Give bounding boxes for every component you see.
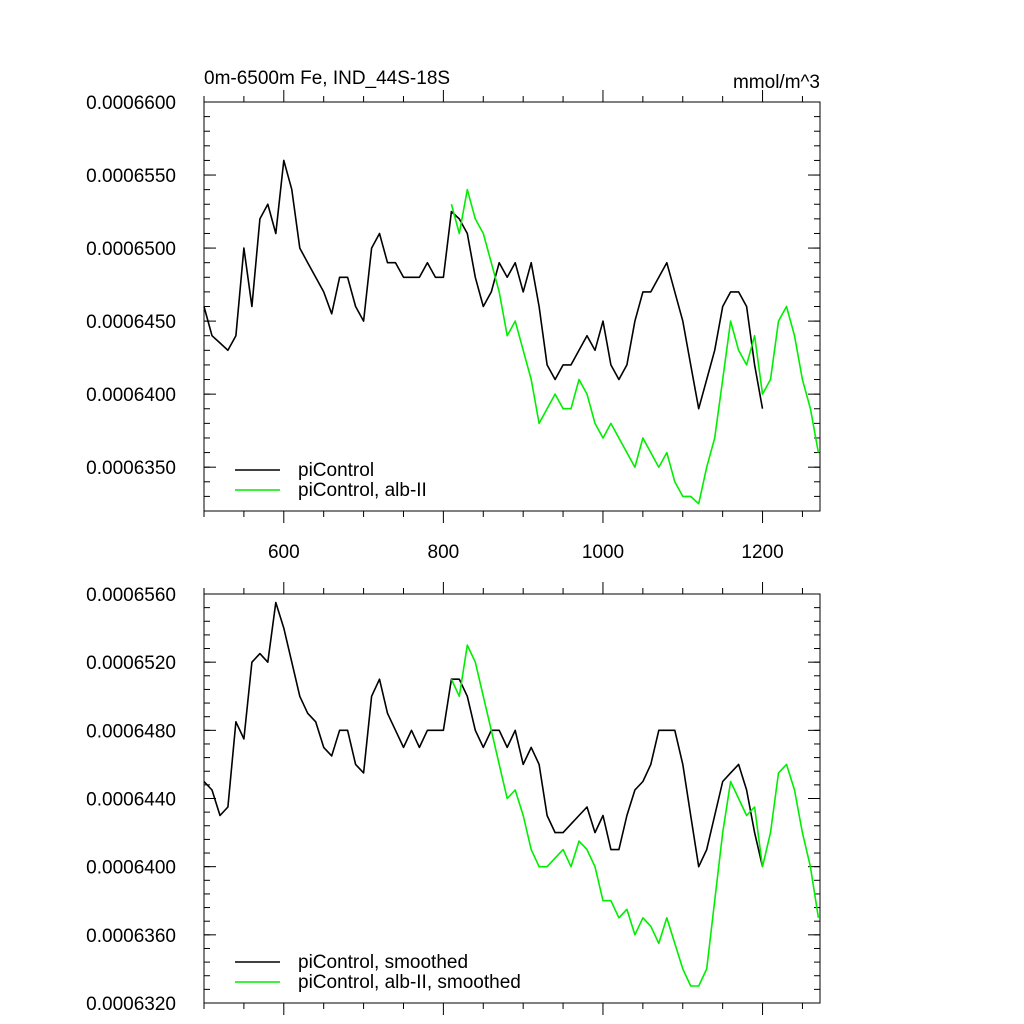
series-line-1 bbox=[450, 188, 820, 505]
y-tick-label: 0.0006480 bbox=[86, 721, 176, 742]
y-tick-label: 0.0006450 bbox=[86, 312, 176, 333]
x-tick-label: 1200 bbox=[741, 542, 783, 563]
bottom-axis-ticks: 0.0006320 0.0006360 0.0006400 0.0006440 0.00… bbox=[86, 582, 820, 1015]
x-tick-label: 800 bbox=[428, 542, 460, 563]
bottom-panel: 0.0006320 0.0006360 0.0006400 0.0006440 0.00… bbox=[86, 582, 821, 1015]
y-tick-label: 0.0006600 bbox=[86, 93, 176, 114]
y-tick-label: 0.0006350 bbox=[86, 458, 176, 479]
top-axis-ticks: 600 800 1000 1200 0.0006350 0.0006400 0.000645… bbox=[86, 90, 820, 563]
y-tick-label: 0.0006550 bbox=[86, 166, 176, 187]
series-line-0 bbox=[203, 601, 764, 868]
y-tick-label: 0.0006440 bbox=[86, 790, 176, 811]
legend-label-picontrol: piControl bbox=[298, 460, 374, 481]
x-tick-label: 600 bbox=[268, 542, 300, 563]
top-panel: 0m-6500m Fe, IND_44S-18S mmol/m^3 600 800… bbox=[86, 68, 821, 563]
x-tick-label: 1000 bbox=[582, 542, 624, 563]
chart-title: 0m-6500m Fe, IND_44S-18S bbox=[204, 68, 450, 89]
y-tick-label: 0.0006320 bbox=[86, 994, 176, 1015]
series-line-0 bbox=[203, 159, 764, 410]
bottom-legend: piControl, smoothed piControl, alb-II, s… bbox=[235, 952, 521, 993]
legend-label-smoothed: piControl, smoothed bbox=[298, 952, 468, 973]
y-tick-label: 0.0006500 bbox=[86, 239, 176, 260]
y-tick-label: 0.0006400 bbox=[86, 385, 176, 406]
bottom-series bbox=[203, 601, 820, 987]
y-tick-label: 0.0006360 bbox=[86, 926, 176, 947]
series-line-1 bbox=[450, 644, 820, 987]
y-tick-label: 0.0006560 bbox=[86, 585, 176, 606]
top-series bbox=[203, 159, 820, 505]
units-label: mmol/m^3 bbox=[733, 72, 820, 93]
y-tick-label: 0.0006520 bbox=[86, 653, 176, 674]
y-tick-label: 0.0006400 bbox=[86, 858, 176, 879]
legend-label-alb-ii-smoothed: piControl, alb-II, smoothed bbox=[298, 972, 521, 993]
top-legend: piControl piControl, alb-II bbox=[235, 460, 427, 501]
legend-label-alb-ii: piControl, alb-II bbox=[298, 480, 427, 501]
plot-frame-top bbox=[203, 101, 821, 512]
